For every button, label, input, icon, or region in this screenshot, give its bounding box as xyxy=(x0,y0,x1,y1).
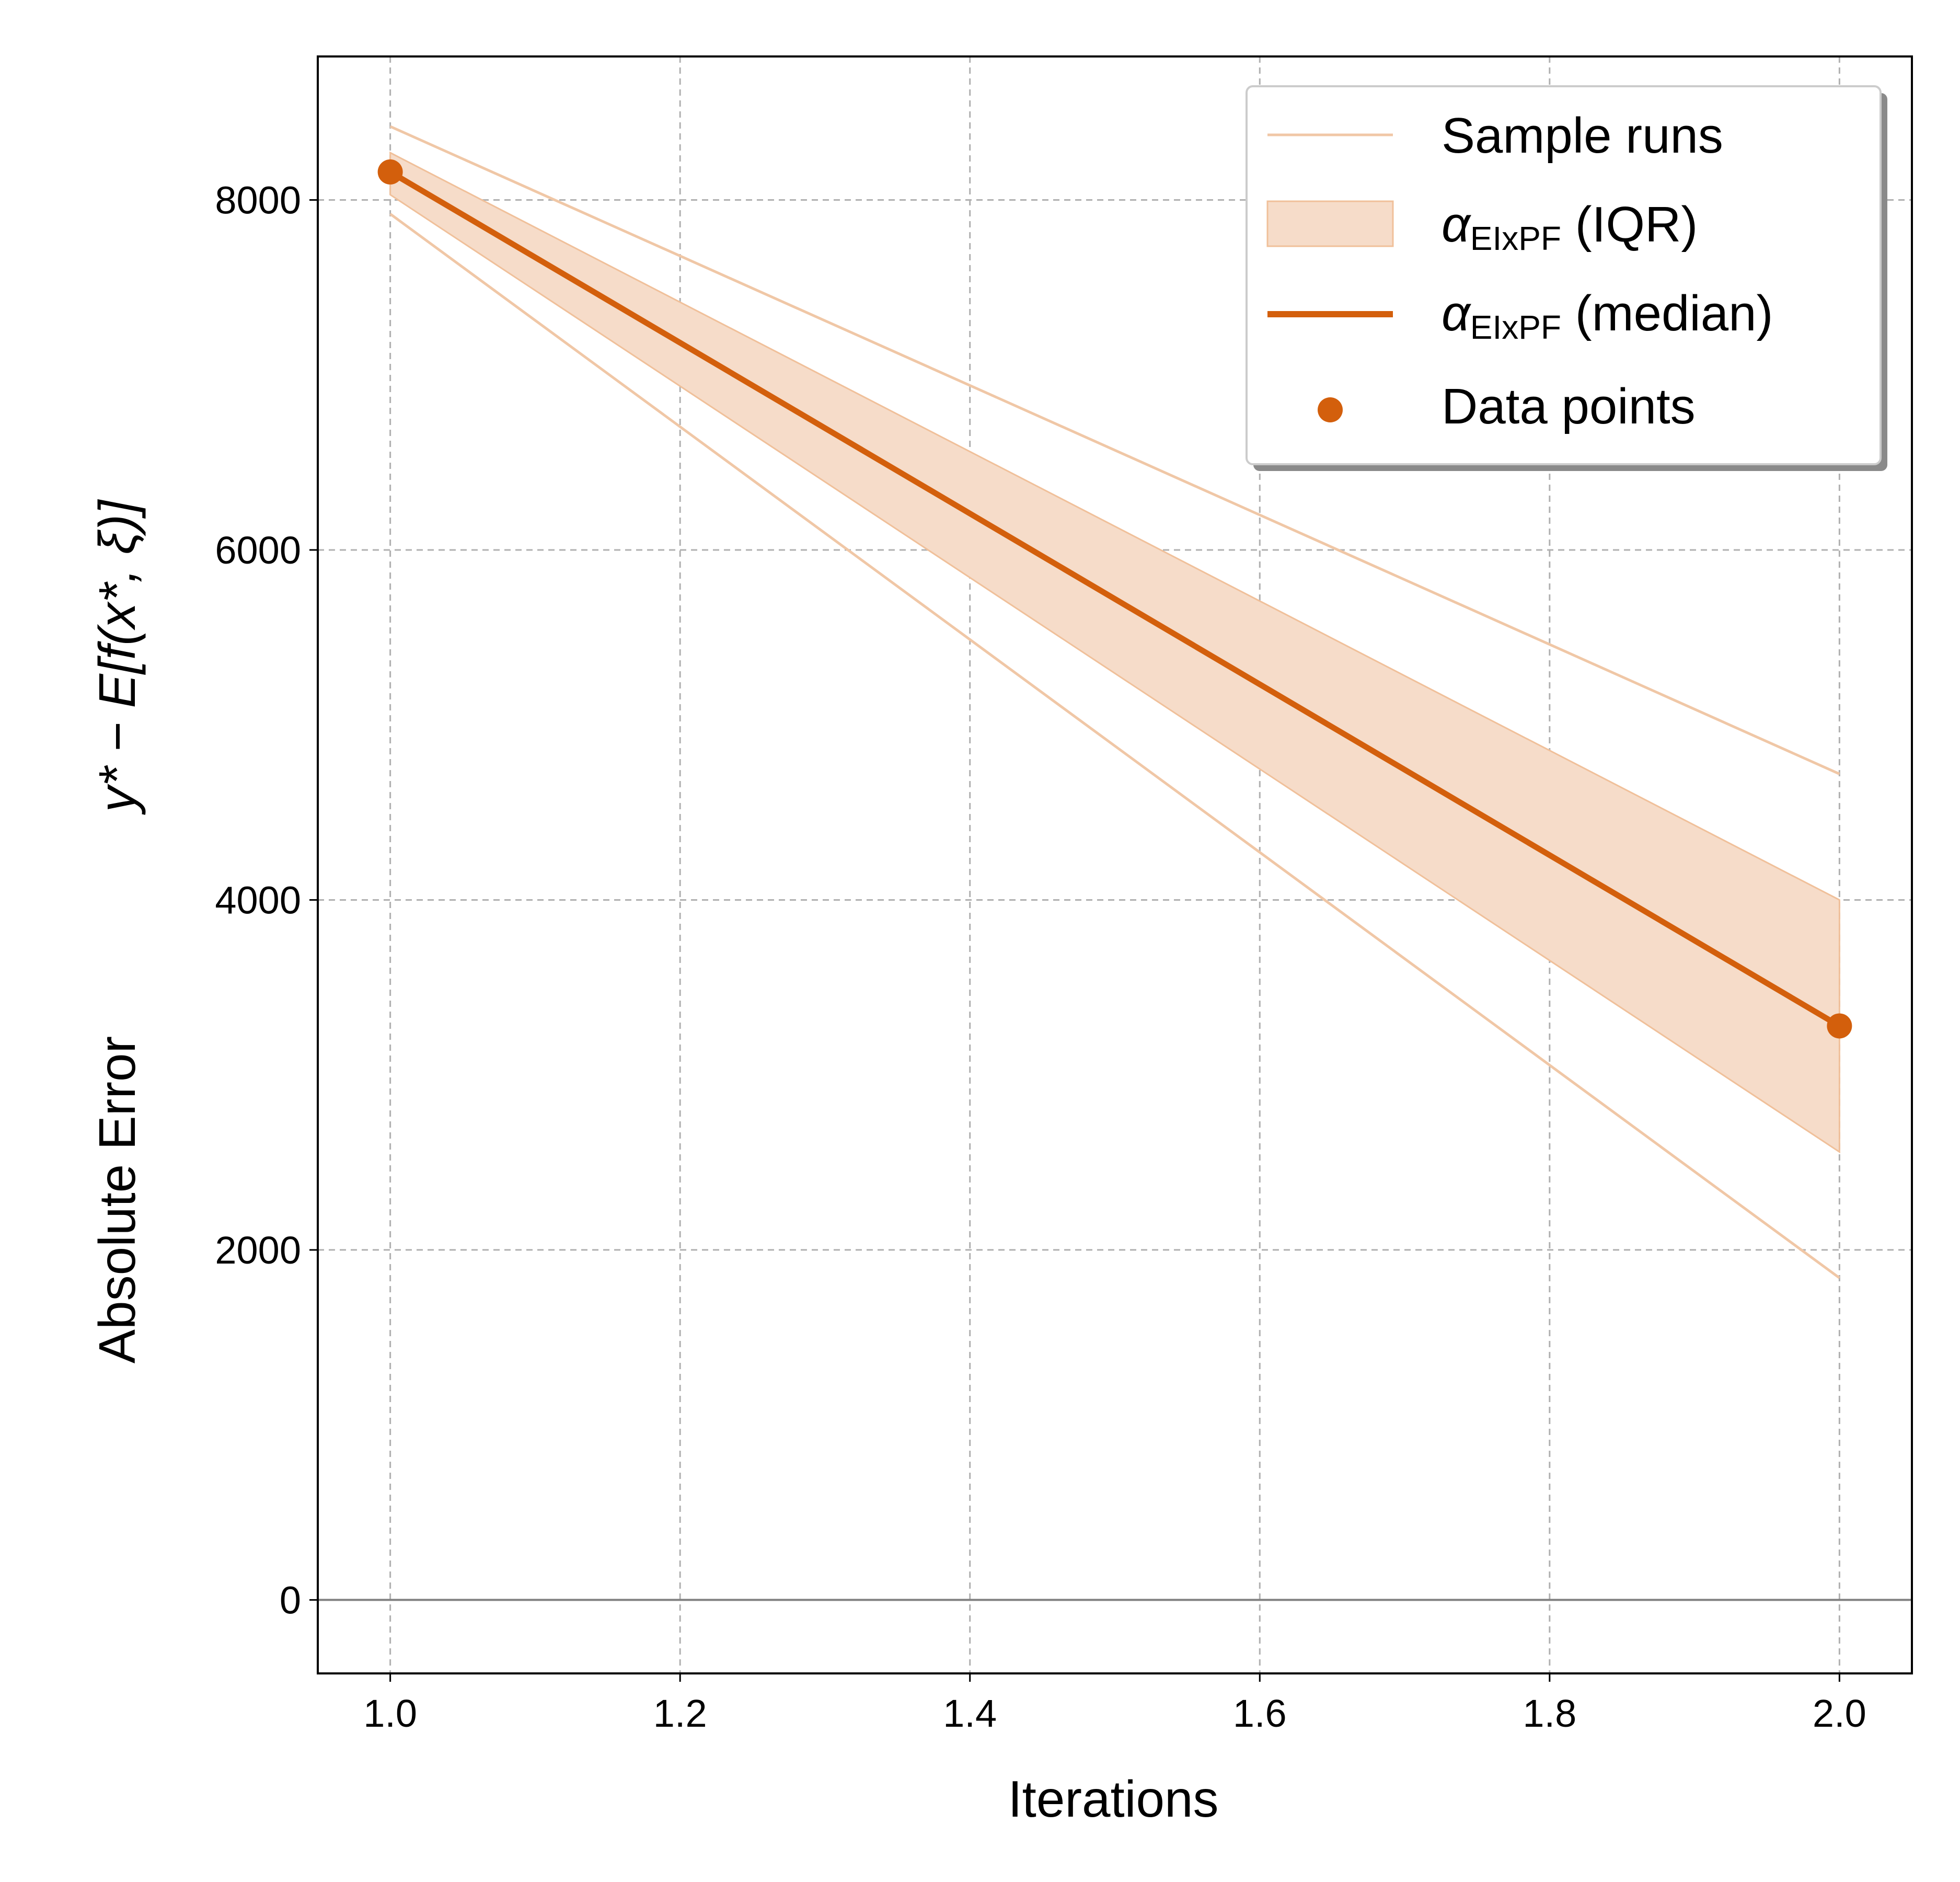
y-tick-label: 6000 xyxy=(215,529,301,572)
y-tick-label: 4000 xyxy=(215,878,301,922)
plot-frame xyxy=(317,55,1913,1674)
x-tick-label: 1.2 xyxy=(653,1692,707,1735)
sample-runs xyxy=(389,125,1840,1279)
data-point xyxy=(377,159,403,185)
legend-median-label: αEIxPF (median) xyxy=(1442,285,1773,346)
data-point xyxy=(1827,1013,1852,1039)
legend-iqr-alpha: α xyxy=(1442,197,1471,253)
legend-median-alpha: α xyxy=(1442,285,1471,341)
sample-run-line xyxy=(389,125,1840,775)
y-tick-label: 0 xyxy=(280,1578,301,1622)
x-tick-label: 2.0 xyxy=(1813,1692,1866,1735)
x-axis-label: Iterations xyxy=(1008,1770,1218,1828)
legend-iqr-swatch xyxy=(1266,200,1394,247)
legend: Sample runs αEIxPF (IQR) αEIxPF (median)… xyxy=(1246,85,1887,471)
y-axis-label: Absolute Error y* − E[f(x*, ξ)] xyxy=(88,499,146,1363)
y-axis-label-expression: y* − E[f(x*, ξ)] xyxy=(88,499,146,815)
x-tick-label: 1.4 xyxy=(943,1692,997,1735)
x-tick-label: 1.6 xyxy=(1233,1692,1287,1735)
legend-median-subscript: EIxPF xyxy=(1470,308,1561,346)
legend-iqr-suffix: (IQR) xyxy=(1561,197,1698,253)
legend-median-suffix: (median) xyxy=(1561,285,1773,341)
legend-box xyxy=(1246,85,1882,465)
x-tick-label: 1.8 xyxy=(1523,1692,1576,1735)
median-line xyxy=(387,169,1842,1029)
data-points xyxy=(377,159,1852,1039)
legend-iqr-label: αEIxPF (IQR) xyxy=(1442,197,1698,257)
sample-run-line xyxy=(389,213,1840,1279)
legend-data-points-swatch xyxy=(1318,397,1343,422)
x-tick-label: 1.0 xyxy=(363,1692,417,1735)
x-axis-ticks: 1.0 1.2 1.4 1.6 1.8 2.0 xyxy=(363,1673,1866,1735)
y-tick-label: 8000 xyxy=(215,178,301,222)
legend-iqr-subscript: EIxPF xyxy=(1470,220,1561,257)
y-tick-label: 2000 xyxy=(215,1229,301,1272)
legend-data-points-label: Data points xyxy=(1442,378,1696,434)
y-axis-label-prefix: Absolute Error xyxy=(88,1036,146,1363)
y-axis-ticks: 0 2000 4000 6000 8000 xyxy=(215,178,318,1622)
legend-sample-runs-label: Sample runs xyxy=(1442,108,1723,164)
